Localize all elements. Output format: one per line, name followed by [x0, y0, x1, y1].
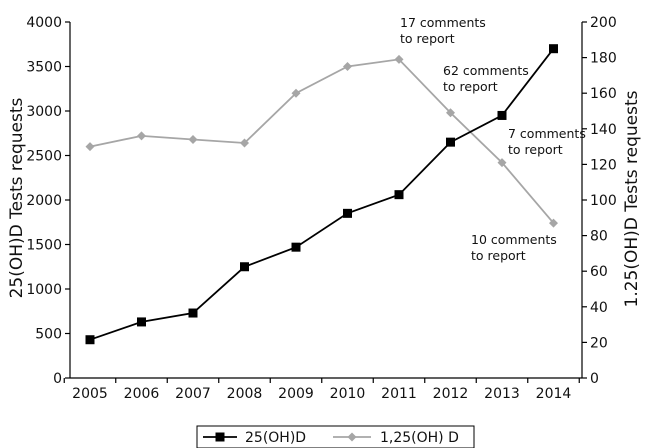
- data-point: [446, 137, 455, 147]
- x-tick-label: 2014: [536, 386, 572, 402]
- y-right-tick-label: 60: [590, 264, 608, 280]
- data-point: [240, 262, 249, 272]
- data-point: [188, 308, 198, 318]
- data-point: [85, 335, 95, 345]
- annotation-line: to report: [471, 248, 526, 263]
- x-tick-label: 2010: [330, 386, 366, 402]
- x-tick-label: 2013: [484, 386, 520, 402]
- data-point: [394, 54, 404, 64]
- x-tick-label: 2012: [433, 386, 469, 402]
- y-left-tick-label: 2500: [26, 149, 62, 165]
- x-tick-label: 2009: [278, 386, 314, 402]
- y-left-tick-label: 500: [35, 327, 62, 343]
- axes: [63, 21, 587, 383]
- y-left-tick-label: 1500: [26, 238, 62, 254]
- data-point: [291, 242, 301, 252]
- y-right-tick-label: 160: [590, 86, 617, 102]
- data-point: [549, 218, 558, 228]
- x-tick-label: 2008: [227, 386, 263, 402]
- series-25-oh-d: [85, 44, 558, 345]
- x-tick-label: 2005: [72, 386, 108, 402]
- y-left-tick-label: 0: [53, 371, 62, 387]
- data-point: [137, 131, 146, 141]
- y-left-tick-label: 3000: [26, 104, 62, 120]
- x-tick-label: 2011: [381, 386, 417, 402]
- legend-marker: [347, 432, 357, 442]
- y-left-tick-label: 1000: [26, 282, 62, 298]
- annotation-line: 17 comments: [400, 15, 486, 30]
- data-point: [394, 190, 404, 200]
- y-right-tick-label: 200: [590, 15, 617, 31]
- y-axis-right-title: 1.25(OH)D Tests requests: [622, 90, 642, 307]
- series-line: [89, 48, 555, 341]
- y-right-tick-label: 0: [590, 371, 599, 387]
- series-line: [89, 58, 555, 224]
- y-right-tick-label: 80: [590, 229, 608, 245]
- data-point: [343, 62, 352, 71]
- y-left-tick-label: 2000: [26, 193, 62, 209]
- annotation-line: to report: [508, 142, 563, 157]
- annotation-line: to report: [443, 79, 498, 94]
- data-point: [446, 108, 455, 118]
- x-tick-label: 2006: [124, 386, 160, 402]
- data-point: [137, 317, 146, 327]
- y-right-tick-label: 140: [590, 122, 617, 138]
- y-right-tick-label: 40: [590, 300, 608, 316]
- data-point: [497, 110, 507, 120]
- annotation-line: 10 comments: [471, 232, 557, 247]
- legend: 25(OH)D 1,25(OH) D: [196, 425, 475, 448]
- annotation-line: to report: [400, 31, 455, 46]
- series-1-25-oh-d: [85, 54, 558, 228]
- legend-marker: [215, 432, 225, 442]
- data-point: [85, 142, 95, 152]
- legend-label: 1,25(OH) D: [380, 430, 459, 446]
- annotation-label: 7 comments to report: [508, 126, 586, 157]
- y-right-tick-label: 20: [590, 335, 608, 351]
- data-point: [188, 134, 198, 144]
- tick-labels: 0 500 1000 1500 2000 2500 3000 3500 4000 0 20 40 60 8…: [26, 15, 616, 402]
- x-tick-label: 2007: [175, 386, 211, 402]
- y-axis-left-title: 25(OH)D Tests requests: [7, 97, 27, 298]
- annotation-line: 62 comments: [443, 63, 529, 78]
- data-point: [549, 44, 558, 54]
- data-point: [343, 208, 352, 218]
- y-left-tick-label: 4000: [26, 15, 62, 31]
- y-right-tick-label: 180: [590, 51, 617, 67]
- annotation-line: 7 comments: [508, 126, 586, 141]
- data-point: [291, 88, 301, 98]
- annotation-label: 62 comments to report: [443, 63, 529, 94]
- legend-label: 25(OH)D: [245, 430, 306, 446]
- data-point: [240, 138, 249, 148]
- series-layer: [85, 44, 558, 345]
- annotation-label: 10 comments to report: [471, 232, 557, 263]
- annotation-label: 17 comments to report: [400, 15, 486, 46]
- y-right-tick-label: 120: [590, 157, 617, 173]
- data-point: [497, 158, 507, 168]
- y-right-tick-label: 100: [590, 193, 617, 209]
- y-left-tick-label: 3500: [26, 60, 62, 76]
